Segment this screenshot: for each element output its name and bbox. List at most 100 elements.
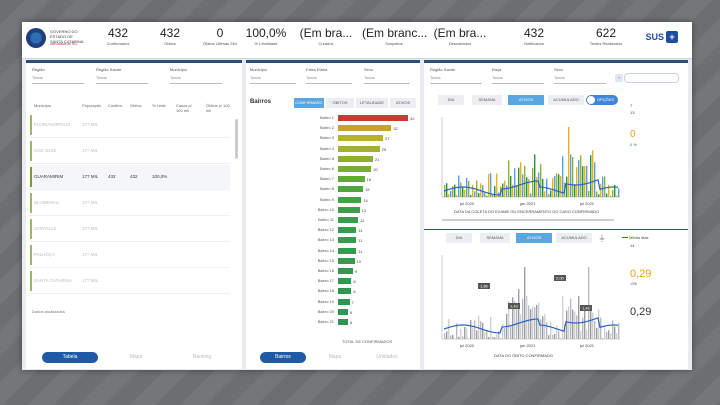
time-bar[interactable] (532, 167, 534, 197)
time-bar[interactable] (594, 162, 596, 197)
table-row[interactable]: GUARAMIRIM 177 MIL 432 432 100,0% (30, 165, 230, 190)
time-bar[interactable] (506, 185, 508, 197)
col-header[interactable]: Casos p/ 100 mil (176, 103, 192, 113)
time-bar[interactable] (480, 320, 482, 339)
time-bar[interactable] (464, 326, 466, 339)
bar[interactable] (338, 268, 353, 274)
col-header[interactable]: Óbitos (130, 103, 142, 108)
time-bar[interactable] (512, 184, 514, 197)
time-bar[interactable] (552, 178, 554, 197)
time-bar[interactable] (590, 307, 592, 339)
time-bar[interactable] (580, 330, 582, 339)
col-header[interactable]: Óbitos p/ 100 mil (206, 103, 230, 113)
filter-select[interactable]: Todos (250, 75, 296, 84)
time-bar[interactable] (472, 184, 474, 197)
time-bar[interactable] (558, 174, 560, 197)
time-bar[interactable] (514, 300, 516, 339)
time-bar[interactable] (584, 310, 586, 339)
time-bar[interactable] (584, 166, 586, 197)
time-bar[interactable] (572, 156, 574, 197)
time-bar[interactable] (472, 327, 474, 339)
tab-letalidade[interactable]: LETALIDADE (356, 98, 388, 108)
bar[interactable] (338, 206, 360, 213)
time-bar[interactable] (540, 319, 542, 339)
time-bar[interactable] (496, 334, 498, 339)
clear-filters-button[interactable]: + (615, 73, 679, 83)
time-bar[interactable] (522, 174, 524, 197)
tab-mapa-mid[interactable]: Mapa (328, 354, 342, 360)
tab-mapa[interactable]: Mapa (129, 354, 143, 360)
time-bar[interactable] (554, 175, 556, 197)
time-bar[interactable] (560, 175, 562, 197)
table-row[interactable]: PALHOÇA 177 MIL (30, 243, 230, 268)
time-bar[interactable] (448, 319, 450, 339)
bar[interactable] (338, 227, 357, 234)
bar[interactable] (338, 319, 348, 325)
time-bar[interactable] (582, 317, 584, 339)
time-bar[interactable] (612, 190, 614, 197)
time-bar[interactable] (464, 190, 466, 197)
time-bar[interactable] (508, 300, 510, 339)
time-bar[interactable] (474, 191, 476, 197)
time-bar[interactable] (580, 155, 582, 197)
time-bar[interactable] (462, 336, 464, 339)
time-bar[interactable] (530, 193, 532, 197)
time-bar[interactable] (598, 194, 600, 197)
tab-dia-b[interactable]: DIA (446, 233, 472, 243)
time-bar[interactable] (510, 324, 512, 339)
tab-bairros[interactable]: Bairros (260, 352, 306, 363)
time-bar[interactable] (586, 165, 588, 197)
time-bar[interactable] (484, 332, 486, 339)
time-bar[interactable] (610, 333, 612, 339)
kpi-suspeitos[interactable]: (Em branc... Suspeitos (362, 26, 427, 46)
bar[interactable] (338, 298, 350, 305)
filter-select[interactable]: Todos (430, 75, 482, 84)
filter-municipio[interactable]: Município Todos (170, 67, 222, 84)
table-row[interactable]: SANTA CATARINA 177 MIL (30, 269, 230, 294)
time-bar[interactable] (614, 185, 616, 197)
tab-unidades[interactable]: Unidades (376, 354, 398, 360)
time-bar[interactable] (486, 195, 488, 197)
filter-raca[interactable]: Raça Todos (492, 67, 544, 84)
filter-select[interactable]: Todos (364, 75, 410, 84)
time-bar[interactable] (548, 193, 550, 197)
time-bar[interactable] (582, 166, 584, 197)
time-bar[interactable] (586, 329, 588, 339)
time-bar[interactable] (510, 175, 512, 197)
time-bar[interactable] (498, 331, 500, 339)
bar[interactable] (338, 308, 348, 315)
time-bar[interactable] (616, 195, 618, 197)
filter-sexo[interactable]: Sexo Todos (364, 67, 410, 84)
time-bar[interactable] (446, 331, 448, 339)
bar[interactable] (338, 217, 358, 223)
col-header[interactable]: População (82, 103, 101, 108)
time-bar[interactable] (444, 333, 446, 339)
time-bar[interactable] (496, 173, 498, 197)
time-bar[interactable] (530, 309, 532, 339)
time-bar[interactable] (488, 173, 490, 197)
bar[interactable] (338, 135, 383, 142)
kpi-obitos[interactable]: 432 Óbitos (148, 26, 192, 46)
bar[interactable] (338, 155, 373, 162)
time-bar[interactable] (542, 316, 544, 339)
filter-regiao[interactable]: Região Todos (32, 67, 84, 84)
time-bar[interactable] (572, 309, 574, 339)
bar[interactable] (338, 247, 357, 254)
time-bar[interactable] (550, 321, 552, 339)
time-bar[interactable] (544, 314, 546, 339)
filter-regiao-saude[interactable]: Região Saúde Todos (96, 67, 148, 84)
bar[interactable] (338, 186, 363, 193)
time-bar[interactable] (614, 326, 616, 339)
time-bar[interactable] (528, 305, 530, 339)
tab-obitos[interactable]: ÓBITOS (326, 98, 354, 108)
time-bar[interactable] (454, 184, 456, 197)
time-bar[interactable] (570, 154, 572, 197)
time-bar[interactable] (466, 328, 468, 339)
time-bar[interactable] (540, 163, 542, 197)
time-bar[interactable] (602, 176, 604, 197)
time-bar[interactable] (488, 337, 490, 339)
time-bar[interactable] (606, 193, 608, 197)
table-row[interactable]: FLORIANÓPOLIS 177 MIL (30, 113, 230, 138)
time-bar[interactable] (460, 328, 462, 339)
time-bar[interactable] (516, 186, 518, 197)
